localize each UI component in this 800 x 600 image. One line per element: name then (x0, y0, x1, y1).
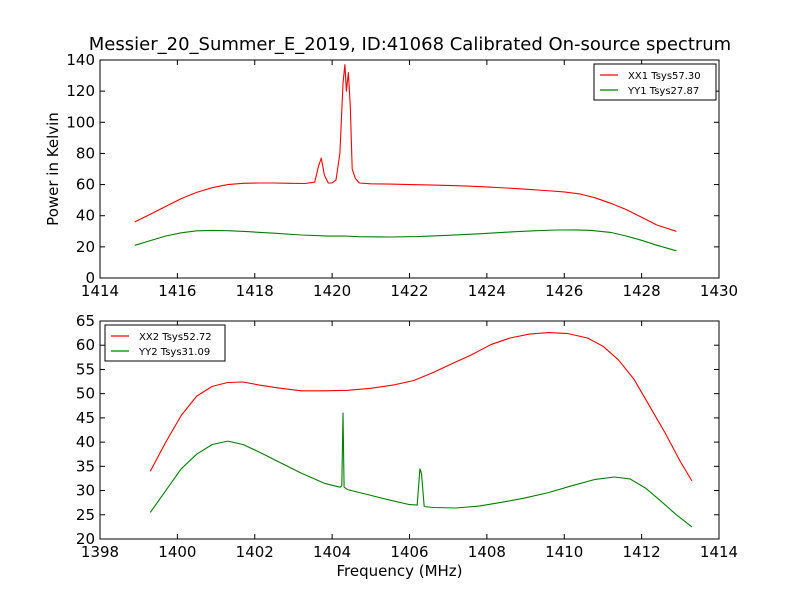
x-tick-label: 1416 (158, 282, 196, 300)
legend: XX1 Tsys57.30 YY1 Tsys27.87 (593, 63, 717, 101)
y-tick-label: 60 (76, 336, 95, 354)
x-tick-label: 1424 (468, 282, 506, 300)
x-tick-label: 1398 (81, 543, 119, 561)
x-tick-label: 1414 (700, 543, 738, 561)
y-tick-label: 55 (76, 360, 95, 378)
x-tick-label: 1420 (313, 282, 351, 300)
y-tick-label: 60 (76, 176, 95, 194)
y-tick-label: 50 (76, 385, 95, 403)
y-tick-label: 40 (76, 433, 95, 451)
y-tick-label: 0 (85, 269, 95, 287)
x-tick-label: 1422 (390, 282, 428, 300)
x-tick-label: 1426 (545, 282, 583, 300)
legend-box (593, 63, 717, 101)
y-tick-label: 120 (66, 82, 95, 100)
legend-entry: XX2 Tsys52.72 (139, 332, 212, 343)
y-tick-label: 65 (76, 312, 95, 330)
y-tick-label: 35 (76, 457, 95, 475)
series-line-xx1 (134, 64, 677, 232)
legend-entry: YY1 Tsys27.87 (627, 86, 699, 97)
x-tick-label: 1430 (700, 282, 738, 300)
y-tick-label: 30 (76, 482, 95, 500)
series-line-xx2 (149, 332, 693, 482)
y-tick-label: 20 (76, 530, 95, 548)
chart-title: Messier_20_Summer_E_2019, ID:41068 Calib… (88, 34, 732, 55)
top-panel: 1414 1416 1418 1420 1422 1424 1426 1428 1430 0 20 4… (44, 51, 738, 300)
x-tick-label: 1404 (313, 543, 351, 561)
y-tick-label: 45 (76, 409, 95, 427)
y-tick-label: 100 (66, 113, 95, 131)
x-tick-label: 1400 (158, 543, 196, 561)
legend-entry: YY2 Tsys31.09 (138, 347, 210, 358)
y-tick-label: 140 (66, 51, 95, 69)
legend-entry: XX1 Tsys57.30 (628, 71, 701, 82)
y-tick-label: 25 (76, 506, 95, 524)
x-tick-label: 1408 (468, 543, 506, 561)
x-tick-label: 1402 (236, 543, 274, 561)
legend: XX2 Tsys52.72 YY2 Tsys31.09 (104, 324, 226, 362)
y-axis-label: Power in Kelvin (44, 112, 62, 226)
x-tick-label: 1412 (623, 543, 661, 561)
y-tick-label: 20 (76, 238, 95, 256)
x-tick-label: 1406 (390, 543, 428, 561)
x-tick-label: 1414 (81, 282, 119, 300)
x-tick-label: 1428 (623, 282, 661, 300)
x-axis-label: Frequency (MHz) (336, 562, 462, 580)
series-line-yy2 (149, 412, 693, 528)
y-tick-label: 40 (76, 207, 95, 225)
series-line-yy1 (134, 229, 677, 252)
y-tick-label: 80 (76, 144, 95, 162)
legend-box (104, 324, 226, 362)
x-tick-label: 1410 (545, 543, 583, 561)
x-tick-label: 1418 (236, 282, 274, 300)
bottom-panel: 1398 1400 1402 1404 1406 1408 1410 1412 1414 20 25… (76, 312, 738, 580)
